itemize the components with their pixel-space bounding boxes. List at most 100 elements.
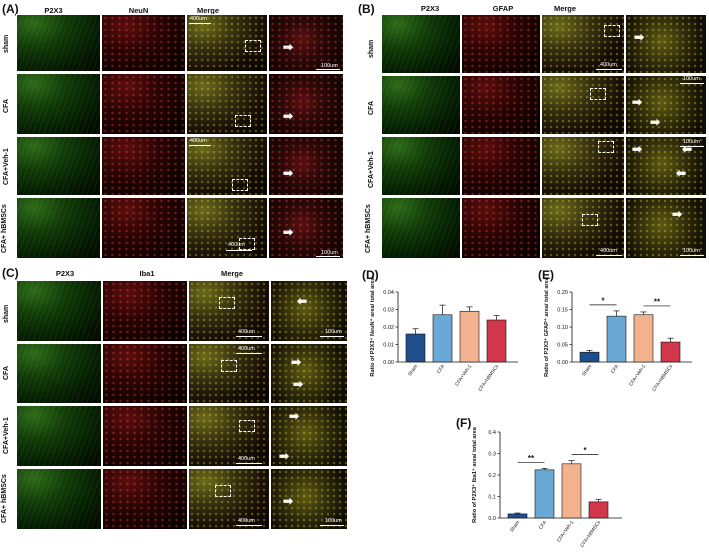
panel-c-sham-p2x3-image [16,280,102,342]
roi-box [245,40,261,52]
significance-marker: * [583,446,587,455]
panel-b-cfa-merge-image [541,75,625,135]
panel-c-hbmsc-p2x3-image [16,468,102,530]
panel-c-cfa-iba1-image [102,343,188,404]
scale-label-100: 100um [321,250,338,256]
bar-cfa-hbmscs [660,341,681,363]
y-tick-label: 0.4 [488,430,496,436]
y-tick-label: 0.0 [488,516,496,522]
panel-a-row-cfa: CFA [3,99,10,113]
panel-b-veh-gfap-image [461,136,541,196]
roi-box [221,360,237,372]
arrow-marker: ➡ [283,166,294,180]
scale-bar-400 [236,525,262,527]
significance-marker: ** [528,454,535,463]
panel-b-row-cfa: CFA [368,101,375,115]
panel-c-veh-iba1-image [102,405,188,467]
y-axis-label: Ratio of P2X3⁺ NeuN⁺ area/ total area [369,277,376,377]
panel-a-row-veh: CFA+Veh-1 [3,148,10,186]
panel-d-label: (D) [362,268,379,282]
arrow-marker: ➡ [283,40,294,54]
scale-bar-100 [316,69,340,71]
panel-b-sham-zoom-image: ➡ [625,14,707,74]
x-tick-label: CFA+hBMSCs [651,363,674,392]
panel-c-hbmsc-iba1-image [102,468,188,530]
y-tick-label: 0.15 [557,308,568,314]
x-tick-label: CFA [610,363,621,375]
panel-b-cfa-gfap-image [461,75,541,135]
scale-label-400: 400um [190,16,207,22]
y-tick-label: 0.04 [383,290,394,296]
panel-b-cfa-p2x3-image [381,75,461,135]
arrow-marker: ➡ [291,355,302,369]
bar-cfa [606,315,627,363]
panel-b-sham-merge-image [541,14,625,74]
y-tick-label: 0.02 [383,325,394,331]
panel-b-hbmsc-merge-image [541,197,625,259]
significance-marker: * [601,296,605,305]
panel-c-sham-zoom-image: ⬅ [270,280,348,342]
panel-c-label: (C) [2,266,19,280]
scale-bar-400 [596,255,622,257]
scale-bar-100 [320,525,344,527]
x-tick-label: Sham [407,364,419,378]
y-axis-label: Ratio of P2X3⁺ Iba1⁺ area/ total area [471,426,478,523]
panel-a-veh-merge-image [186,136,268,196]
panel-a-veh-p2x3-image [16,136,101,196]
roi-box [232,179,248,191]
scale-label-100: 100um [683,248,700,254]
x-tick-label: CFA [436,363,447,375]
panel-c-row-cfa: CFA [3,366,10,380]
roi-box [582,214,598,226]
panel-a-col-neun: NeuN [128,6,149,15]
panel-b-veh-zoom-image: ➡ ⬅ ⬅ [625,136,707,196]
panel-a-cfa-neun-image [101,73,186,135]
x-tick-label: CFA+Veh-1 [556,519,575,543]
panel-a-hbmsc-merge-image [186,197,268,259]
panel-c-col-iba1: Iba1 [139,269,155,278]
panel-a-col-p2x3: P2X3 [44,6,63,15]
panel-c-cfa-zoom-image: ➡ ➡ [270,343,348,404]
panel-a-sham-zoom-image: ➡ [268,14,344,72]
panel-b-row-hbmsc: CFA+ hBMSCs [365,204,372,254]
roi-box [239,420,255,432]
bar-sham [579,351,600,363]
panel-c-sham-iba1-image [102,280,188,342]
scale-label-400: 400um [228,242,245,248]
panel-a-sham-merge-image [186,14,268,72]
panel-b-veh-merge-image [541,136,625,196]
scale-bar-400 [226,250,252,252]
y-tick-label: 0.00 [557,360,568,366]
y-tick-label: 0.05 [557,343,568,349]
panel-c-sham-merge-image [188,280,270,342]
chart-d: Ratio of P2X3⁺ NeuN⁺ area/ total area 0.0… [369,277,518,393]
y-tick-label: 0.20 [557,290,568,296]
panel-c-row-hbmsc: CFA+ hBMSCs [1,474,8,524]
panel-a-veh-zoom-image: ➡ [268,136,344,196]
panel-c-hbmsc-merge-image [188,468,270,530]
arrow-marker: ➡ [289,409,300,423]
chart-f: Ratio of P2X3⁺ Iba1⁺ area/ total area 0.0… [471,426,622,549]
arrow-marker: ➡ [650,115,661,129]
y-tick-label: 0.3 [488,452,496,458]
bar-cfa-hbmscs [486,319,507,363]
panel-a-row-sham: sham [3,34,10,54]
panel-c-veh-p2x3-image [16,405,102,467]
scale-label-400: 400um [238,456,255,462]
scale-label-100: 100um [683,76,700,82]
arrow-marker: ➡ [634,30,645,44]
arrow-marker: ➡ [283,109,294,123]
panel-c-col-p2x3: P2X3 [55,269,75,278]
roi-box [219,297,235,309]
panel-f-label: (F) [456,416,472,430]
y-tick-label: 0.00 [383,360,394,366]
y-tick-label: 0.1 [488,495,496,501]
scale-bar-100 [320,336,344,338]
panel-a-hbmsc-p2x3-image [16,197,101,259]
arrow-marker: ➡ [672,207,683,221]
roi-box [590,88,606,100]
panel-b-col-merge: Merge [553,4,577,13]
arrow-marker: ⬅ [676,166,687,180]
x-tick-label: CFA [538,519,549,531]
scale-label-100: 100um [325,518,342,524]
